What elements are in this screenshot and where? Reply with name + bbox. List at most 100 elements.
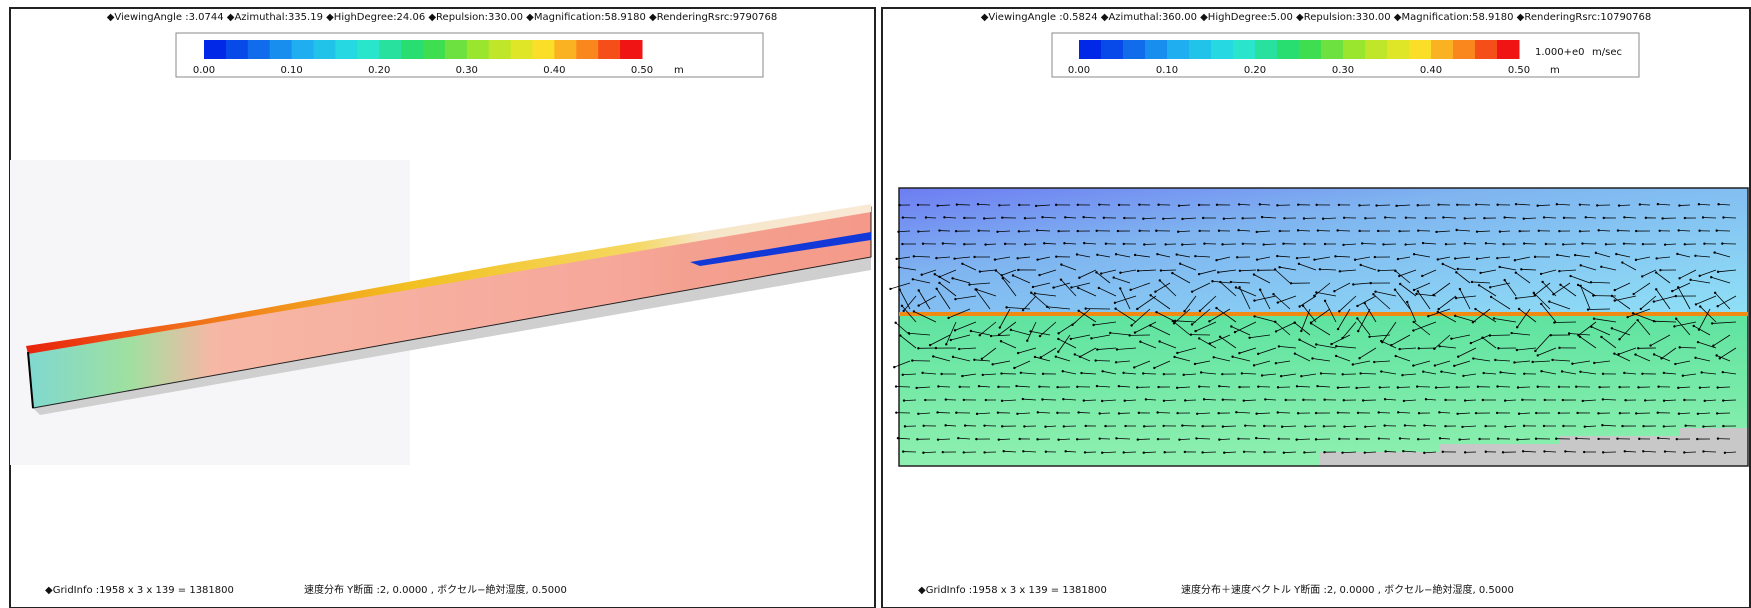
arrow-head [1456, 413, 1458, 415]
arrow-head [1085, 425, 1087, 427]
arrow-head [1230, 281, 1232, 283]
colorbar-unit: m [674, 65, 684, 76]
arrow-head [1632, 293, 1634, 295]
arrow-head [1194, 255, 1196, 257]
arrow-head [1551, 359, 1553, 361]
arrow-head [1263, 451, 1265, 453]
arrow-head [1044, 426, 1046, 428]
arrow-head [1055, 355, 1057, 357]
arrow-head [953, 257, 955, 259]
arrow-head [1024, 217, 1026, 219]
arrow-head [1130, 324, 1132, 326]
arrow-head [1576, 412, 1578, 414]
arrow-head [1017, 269, 1019, 271]
arrow-head [1253, 315, 1255, 317]
arrow-head [1523, 218, 1525, 220]
arrow-head [1717, 271, 1719, 273]
arrow-head [1337, 411, 1339, 413]
arrow-head [1213, 356, 1215, 358]
vector-arrow [1304, 218, 1316, 219]
arrow-head [1275, 330, 1277, 332]
arrow-head [1479, 272, 1481, 274]
colorbar-cell [379, 40, 401, 59]
arrow-head [1438, 345, 1440, 347]
arrow-head [897, 437, 899, 439]
arrow-head [893, 366, 895, 368]
arrow-head [1315, 291, 1317, 293]
arrow-head [1634, 353, 1636, 355]
arrow-head [1642, 450, 1644, 452]
vector-arrow [938, 386, 950, 387]
arrow-head [1364, 302, 1366, 304]
arrow-head [1136, 386, 1138, 388]
arrow-head [1384, 450, 1386, 452]
arrow-head [1489, 286, 1491, 288]
arrow-head [1482, 399, 1484, 401]
colorbar-cell [533, 40, 555, 59]
arrow-head [1421, 275, 1423, 277]
arrow-head [1142, 372, 1144, 374]
arrow-head [1437, 203, 1439, 205]
arrow-head [889, 288, 891, 290]
colorbar-tick-label: 0.40 [1420, 65, 1442, 76]
arrow-head [968, 283, 970, 285]
vector-arrow [918, 231, 930, 232]
arrow-head [1489, 334, 1491, 336]
arrow-head [1255, 413, 1257, 415]
arrow-head [997, 386, 999, 388]
arrow-head [1274, 268, 1276, 270]
arrow-head [1455, 297, 1457, 299]
arrow-head [1663, 425, 1665, 427]
arrow-head [1464, 242, 1466, 244]
arrow-head [1601, 424, 1603, 426]
arrow-head [1722, 425, 1724, 427]
arrow-head [1057, 230, 1059, 232]
arrow-head [1283, 452, 1285, 454]
arrow-head [1493, 317, 1495, 319]
arrow-head [917, 230, 919, 232]
arrow-head [1198, 204, 1200, 206]
arrow-head [1722, 399, 1724, 401]
arrow-head [1026, 340, 1028, 342]
arrow-head [1324, 243, 1326, 245]
grid-info: ◆GridInfo :1958 x 3 x 139 = 1381800 [918, 585, 1107, 596]
arrow-head [950, 339, 952, 341]
arrow-head [925, 216, 927, 218]
colorbar-tick-label: 0.10 [280, 65, 302, 76]
arrow-head [1697, 341, 1699, 343]
arrow-head [1022, 309, 1024, 311]
colorbar-tick-label: 0.50 [631, 65, 653, 76]
arrow-head [1518, 413, 1520, 415]
arrow-head [1693, 325, 1695, 327]
colorbar-cell [1453, 40, 1476, 59]
arrow-head [1417, 290, 1419, 292]
arrow-head [1699, 305, 1701, 307]
arrow-head [1699, 387, 1701, 389]
colorbar-cell [554, 40, 576, 59]
arrow-head [942, 451, 944, 453]
arrow-head [1635, 412, 1637, 414]
arrow-head [911, 359, 913, 361]
vector-arrow [1158, 412, 1170, 413]
arrow-head [1236, 256, 1238, 258]
arrow-head [1523, 425, 1525, 427]
arrow-head [1005, 306, 1007, 308]
arrow-head [1022, 450, 1024, 452]
arrow-head [1143, 425, 1145, 427]
arrow-head [1642, 425, 1644, 427]
arrow-head [1297, 203, 1299, 205]
arrow-head [1455, 229, 1457, 231]
arrow-head [979, 334, 981, 336]
arrow-head [945, 343, 947, 345]
arrow-head [1540, 303, 1542, 305]
arrow-head [1134, 331, 1136, 333]
arrow-head [1064, 216, 1066, 218]
arrow-head [1457, 268, 1459, 270]
arrow-head [1611, 295, 1613, 297]
arrow-head [1657, 412, 1659, 414]
arrow-head [1219, 281, 1221, 283]
arrow-head [1699, 275, 1701, 277]
arrow-head [1534, 350, 1536, 352]
arrow-head [1094, 359, 1096, 361]
arrow-head [1582, 400, 1584, 402]
